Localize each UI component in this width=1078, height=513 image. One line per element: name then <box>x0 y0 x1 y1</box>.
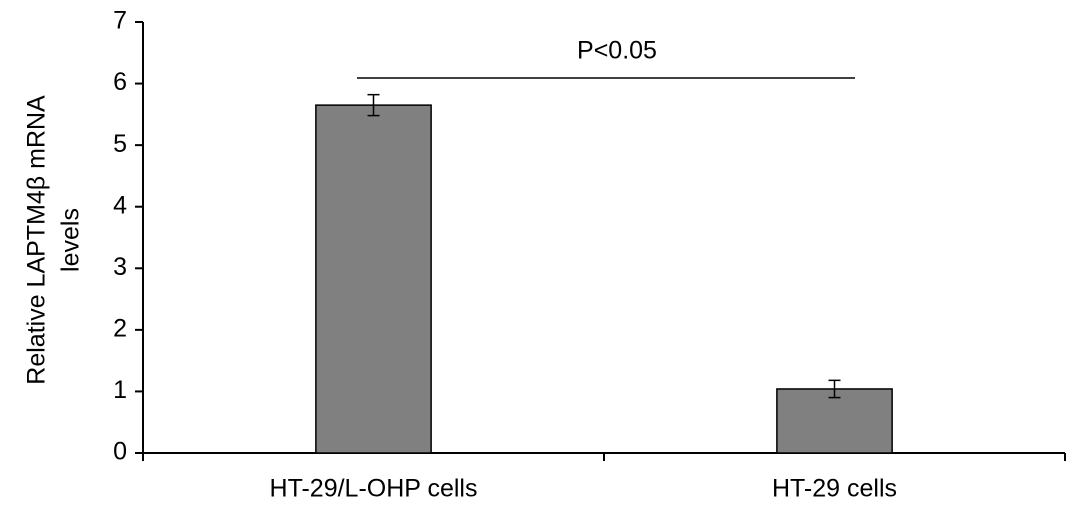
y-tick-label: 4 <box>113 191 127 219</box>
y-axis-label: Relative LAPTM4β mRNA levels <box>23 95 85 385</box>
y-axis-label-line: Relative LAPTM4β mRNA <box>23 95 51 385</box>
bar <box>315 104 432 454</box>
y-tick-label: 2 <box>113 314 127 342</box>
y-tick-label: 7 <box>113 7 127 35</box>
significance-label: P<0.05 <box>577 37 657 65</box>
y-tick-label: 3 <box>113 253 127 281</box>
y-tick-label: 0 <box>113 438 127 466</box>
x-tick-label: HT-29 cells <box>772 475 897 503</box>
bar <box>776 388 893 454</box>
y-axis-label-line: levels <box>57 208 85 272</box>
x-tick-label: HT-29/L-OHP cells <box>270 475 478 503</box>
y-tick-label: 1 <box>113 376 127 404</box>
y-tick-label: 6 <box>113 68 127 96</box>
y-tick-label: 5 <box>113 130 127 158</box>
